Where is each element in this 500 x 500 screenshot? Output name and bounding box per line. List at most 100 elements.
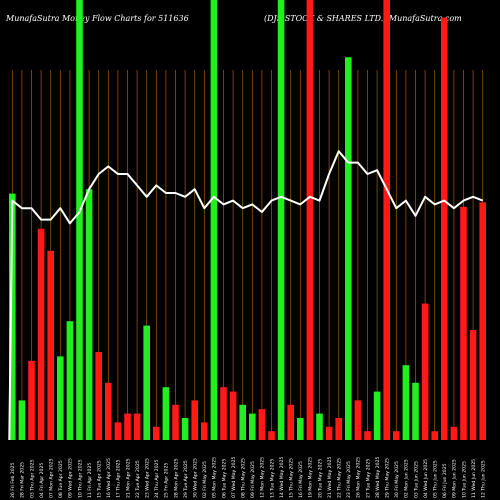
money-flow-bar: [345, 57, 352, 440]
x-tick-label: 02 Fri May 2025: [202, 461, 208, 498]
money-flow-bar: [28, 360, 35, 440]
money-flow-bar: [201, 422, 208, 440]
money-flow-bar: [66, 321, 74, 440]
x-axis-labels: 26 Fri Feb 2025 28 Fri Mar 2025 03 Thu Apr…: [10, 456, 486, 498]
x-tick-label: 22 Thu May 2025: [337, 458, 343, 498]
money-flow-bar: [402, 365, 410, 440]
x-tick-label: 11 Wed Jun 2025: [471, 459, 477, 498]
money-flow-bar: [47, 250, 54, 440]
money-flow-bar: [124, 413, 131, 440]
money-flow-bar: [191, 400, 198, 440]
x-tick-label: 15 Tue Apr 2025: [97, 460, 103, 498]
money-flow-bar: [354, 400, 362, 440]
x-tick-label: 17 Thu Apr 2025: [116, 459, 122, 498]
x-tick-label: 07 Mon Apr 2025: [49, 458, 55, 498]
money-flow-bar: [85, 189, 93, 440]
money-flow-bar: [181, 418, 189, 440]
x-tick-label: 16 Fri May 2025: [298, 461, 304, 498]
money-flow-bar: [460, 206, 467, 440]
money-flow-bar: [133, 413, 141, 440]
x-tick-label: 03 Thu Apr 2025: [29, 459, 35, 498]
chart-title-right: (DJS STOCK & SHARES LTD.) MunafaSutra.co…: [264, 14, 462, 23]
x-tick-label: 16 Wed Apr 2025: [106, 458, 112, 498]
x-tick-label: 10 Thu Apr 2025: [77, 459, 83, 498]
x-tick-label: 06 Fri Jun 2025: [442, 463, 448, 498]
x-tick-label: 07 Wed May 2025: [231, 456, 237, 498]
x-tick-label: 20 Tue May 2025: [317, 459, 323, 498]
x-tick-label: 11 Fri Apr 2025: [87, 463, 93, 498]
money-flow-bar: [95, 352, 102, 440]
x-tick-label: 02 Mon Jun 2025: [404, 459, 410, 498]
x-tick-label: 03 Tue Jun 2025: [413, 461, 419, 498]
x-tick-label: 05 Thu Jun 2025: [433, 460, 439, 498]
money-flow-bar: [421, 303, 429, 440]
money-flow-bar: [76, 0, 83, 440]
money-flow-bar: [162, 387, 170, 440]
x-tick-label: 24 Thu Apr 2025: [154, 459, 160, 498]
money-flow-bar: [306, 0, 314, 440]
x-tick-label: 12 Thu Jun 2025: [481, 460, 487, 498]
line-series: [8, 150, 484, 441]
money-flow-bar: [393, 431, 400, 440]
x-tick-label: 27 Tue May 2025: [365, 459, 371, 498]
money-flow-bar: [9, 193, 16, 440]
x-tick-label: 29 Thu May 2025: [385, 458, 391, 498]
x-tick-label: 05 Mon May 2025: [212, 457, 218, 498]
money-flow-bar: [431, 431, 438, 440]
x-tick-label: 25 Fri Apr 2025: [164, 463, 170, 498]
money-flow-bar: [364, 431, 371, 440]
chart-title-left: MunafaSutra Money Flow Charts for 511636: [5, 14, 189, 23]
money-flow-bar: [325, 426, 333, 440]
x-tick-label: 30 Fri May 2025: [394, 461, 400, 498]
bar-series: [9, 0, 486, 440]
money-flow-bar: [172, 404, 179, 440]
x-tick-label: 10 Tue Jun 2025: [461, 461, 467, 498]
money-flow-bar: [105, 382, 112, 440]
x-tick-label: 09 Mon Jun 2025: [452, 459, 458, 498]
money-flow-bar: [210, 0, 218, 440]
money-flow-bar: [469, 330, 477, 440]
x-tick-label: 28 Wed May 2025: [375, 456, 381, 498]
money-flow-bar: [373, 391, 381, 440]
money-flow-bar: [287, 404, 294, 440]
x-tick-label: 12 Mon May 2025: [260, 457, 266, 498]
x-tick-label: 09 Wed Apr 2025: [68, 458, 74, 498]
x-tick-label: 26 Fri Feb 2025: [10, 462, 16, 498]
money-flow-bar: [450, 426, 458, 440]
money-flow-bar: [57, 356, 64, 440]
money-flow-bar: [479, 202, 486, 440]
money-flow-bar: [258, 409, 266, 440]
money-flow-bar: [37, 228, 45, 440]
money-flow-bar: [335, 418, 342, 440]
money-flow-bar: [268, 431, 275, 440]
x-tick-label: 08 Thu May 2025: [241, 458, 247, 498]
money-flow-bar: [316, 413, 323, 440]
x-tick-label: 28 Fri Mar 2025: [20, 462, 26, 498]
money-flow-bar: [383, 0, 390, 440]
x-tick-label: 04 Wed Jun 2025: [423, 459, 429, 498]
money-flow-bar: [143, 325, 150, 440]
x-tick-label: 19 Mon May 2025: [308, 457, 314, 498]
money-flow-bar: [114, 422, 122, 440]
money-flow-bar: [412, 382, 419, 440]
x-tick-label: 30 Wed Apr 2025: [193, 458, 199, 498]
x-tick-label: 23 Fri May 2025: [346, 461, 352, 498]
x-tick-label: 29 Tue Apr 2025: [183, 460, 189, 498]
money-flow-bar: [239, 404, 246, 440]
money-flow-bar: [441, 17, 448, 440]
x-tick-label: 06 Tue May 2025: [221, 459, 227, 498]
money-flow-bar: [297, 418, 304, 440]
x-tick-label: 04 Fri Apr 2025: [39, 463, 45, 498]
x-tick-label: 23 Wed Apr 2025: [145, 458, 151, 498]
money-flow-bar: [229, 391, 237, 440]
x-tick-label: 28 Mon Apr 2025: [173, 458, 179, 498]
x-tick-label: 21 Mon Apr 2025: [125, 458, 131, 498]
x-tick-label: 21 Wed May 2025: [327, 456, 333, 498]
x-tick-label: 22 Tue Apr 2025: [135, 460, 141, 498]
x-tick-label: 26 Mon May 2025: [356, 457, 362, 498]
money-flow-line: [8, 150, 484, 441]
x-tick-label: 09 Fri May 2025: [250, 461, 256, 498]
x-tick-label: 15 Thu May 2025: [289, 458, 295, 498]
money-flow-bar: [277, 0, 285, 440]
